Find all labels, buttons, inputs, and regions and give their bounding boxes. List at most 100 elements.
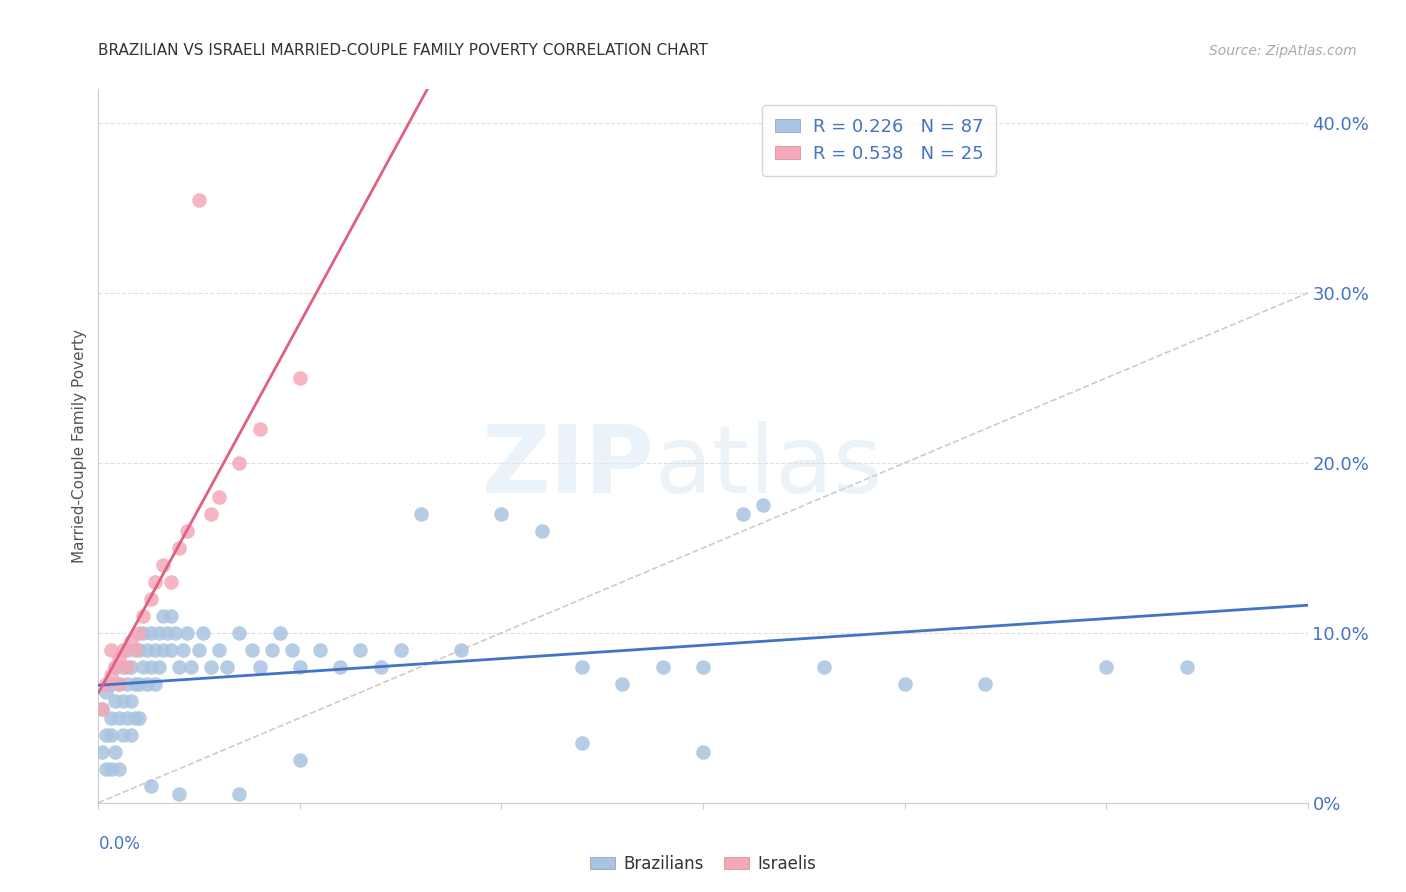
Point (409, 507, 432, 521)
Point (176, 524, 198, 538)
Point (370, 660, 392, 674)
Point (128, 626, 150, 640)
Legend: R = 0.226   N = 87, R = 0.538   N = 25: R = 0.226 N = 87, R = 0.538 N = 25 (762, 105, 997, 176)
Point (329, 660, 352, 674)
Legend: Brazilians, Israelis: Brazilians, Israelis (583, 848, 823, 880)
Point (139, 591, 162, 606)
Point (281, 643, 304, 657)
Point (124, 677, 146, 691)
Point (91, 702, 114, 716)
Point (160, 643, 183, 657)
Point (188, 643, 211, 657)
Point (167, 787, 190, 801)
Point (103, 660, 125, 674)
Point (228, 787, 250, 801)
Point (111, 660, 134, 674)
Point (240, 643, 263, 657)
Point (124, 711, 146, 725)
Text: ZIP: ZIP (482, 421, 655, 514)
Point (120, 728, 142, 742)
Point (128, 677, 150, 691)
Point (651, 660, 673, 674)
Point (1175, 660, 1198, 674)
Point (107, 677, 129, 691)
Point (167, 541, 190, 555)
Point (115, 660, 138, 674)
Point (100, 728, 122, 742)
Point (156, 626, 179, 640)
Point (180, 660, 202, 674)
Point (193, 626, 215, 640)
Point (288, 371, 311, 385)
Point (143, 574, 166, 589)
Point (148, 660, 170, 674)
Point (96, 728, 118, 742)
Point (450, 643, 472, 657)
Point (571, 736, 593, 750)
Point (163, 626, 186, 640)
Point (139, 660, 162, 674)
Point (309, 643, 332, 657)
Point (132, 626, 155, 640)
Point (107, 677, 129, 691)
Point (135, 677, 157, 691)
Point (103, 694, 125, 708)
Point (100, 668, 122, 682)
Point (612, 677, 634, 691)
Point (288, 753, 311, 767)
Point (160, 608, 183, 623)
Point (115, 711, 138, 725)
Point (107, 762, 129, 776)
Point (692, 745, 714, 759)
Point (115, 643, 138, 657)
Point (96, 762, 118, 776)
Point (107, 651, 129, 665)
Point (111, 728, 134, 742)
Point (107, 711, 129, 725)
Text: atlas: atlas (655, 421, 883, 514)
Point (389, 643, 412, 657)
Point (135, 643, 157, 657)
Point (148, 626, 170, 640)
Point (208, 490, 231, 504)
Point (132, 608, 155, 623)
Point (176, 626, 198, 640)
Point (120, 634, 142, 648)
Point (100, 643, 122, 657)
Point (228, 626, 250, 640)
Point (692, 660, 714, 674)
Point (491, 507, 513, 521)
Point (143, 643, 166, 657)
Point (530, 524, 553, 538)
Point (349, 643, 371, 657)
Point (100, 762, 122, 776)
Point (103, 745, 125, 759)
Point (152, 608, 174, 623)
Point (893, 677, 915, 691)
Point (188, 193, 211, 207)
Point (100, 711, 122, 725)
Point (132, 660, 155, 674)
Point (288, 660, 311, 674)
Point (249, 660, 271, 674)
Point (260, 643, 283, 657)
Point (167, 660, 190, 674)
Point (91, 745, 114, 759)
Point (172, 643, 194, 657)
Point (217, 660, 239, 674)
Y-axis label: Married-Couple Family Poverty: Married-Couple Family Poverty (72, 329, 87, 563)
Point (139, 779, 162, 793)
Point (733, 507, 755, 521)
Point (200, 507, 222, 521)
Point (91, 702, 114, 716)
Point (96, 685, 118, 699)
Point (100, 677, 122, 691)
Point (152, 558, 174, 572)
Point (269, 626, 291, 640)
Text: 0.0%: 0.0% (98, 835, 141, 853)
Point (115, 677, 138, 691)
Point (128, 643, 150, 657)
Text: Source: ZipAtlas.com: Source: ZipAtlas.com (1209, 44, 1357, 58)
Point (111, 643, 134, 657)
Point (208, 643, 231, 657)
